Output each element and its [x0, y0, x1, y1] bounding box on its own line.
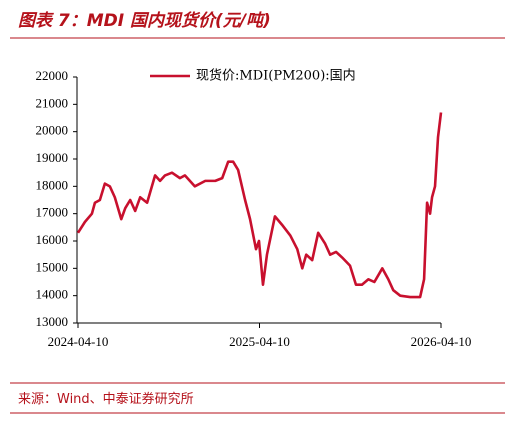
- source: 来源：Wind、中泰证券研究所: [18, 391, 194, 407]
- y-tick-label: 18000: [36, 177, 69, 192]
- chart-title: 图表 7：MDI 国内现货价(元/吨): [18, 11, 271, 31]
- x-tick-label: 2026-04-10: [411, 334, 472, 349]
- y-tick-label: 15000: [36, 259, 69, 274]
- y-tick-label: 17000: [36, 205, 69, 220]
- legend-label: 现货价:MDI(PM200):国内: [196, 68, 356, 84]
- y-tick-label: 13000: [36, 314, 69, 329]
- y-tick-label: 14000: [36, 287, 69, 302]
- y-tick-label: 16000: [36, 232, 69, 247]
- y-tick-label: 21000: [36, 95, 69, 110]
- line-series: [76, 112, 443, 299]
- y-tick-label: 22000: [36, 68, 69, 83]
- y-tick-label: 19000: [36, 150, 69, 165]
- y-tick-label: 20000: [36, 123, 69, 138]
- x-tick-label: 2025-04-10: [229, 334, 290, 349]
- x-tick-label: 2024-04-10: [48, 334, 109, 349]
